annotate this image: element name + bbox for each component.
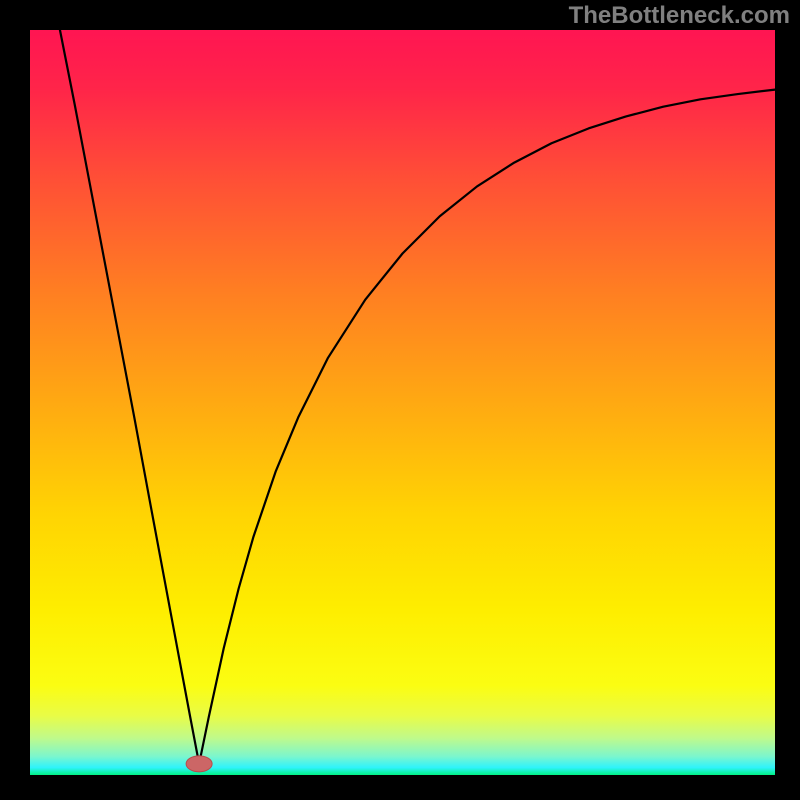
- optimal-point-marker: [186, 756, 212, 772]
- bottleneck-chart: [0, 0, 800, 800]
- chart-container: TheBottleneck.com: [0, 0, 800, 800]
- watermark-text: TheBottleneck.com: [569, 2, 790, 30]
- plot-background: [30, 30, 775, 775]
